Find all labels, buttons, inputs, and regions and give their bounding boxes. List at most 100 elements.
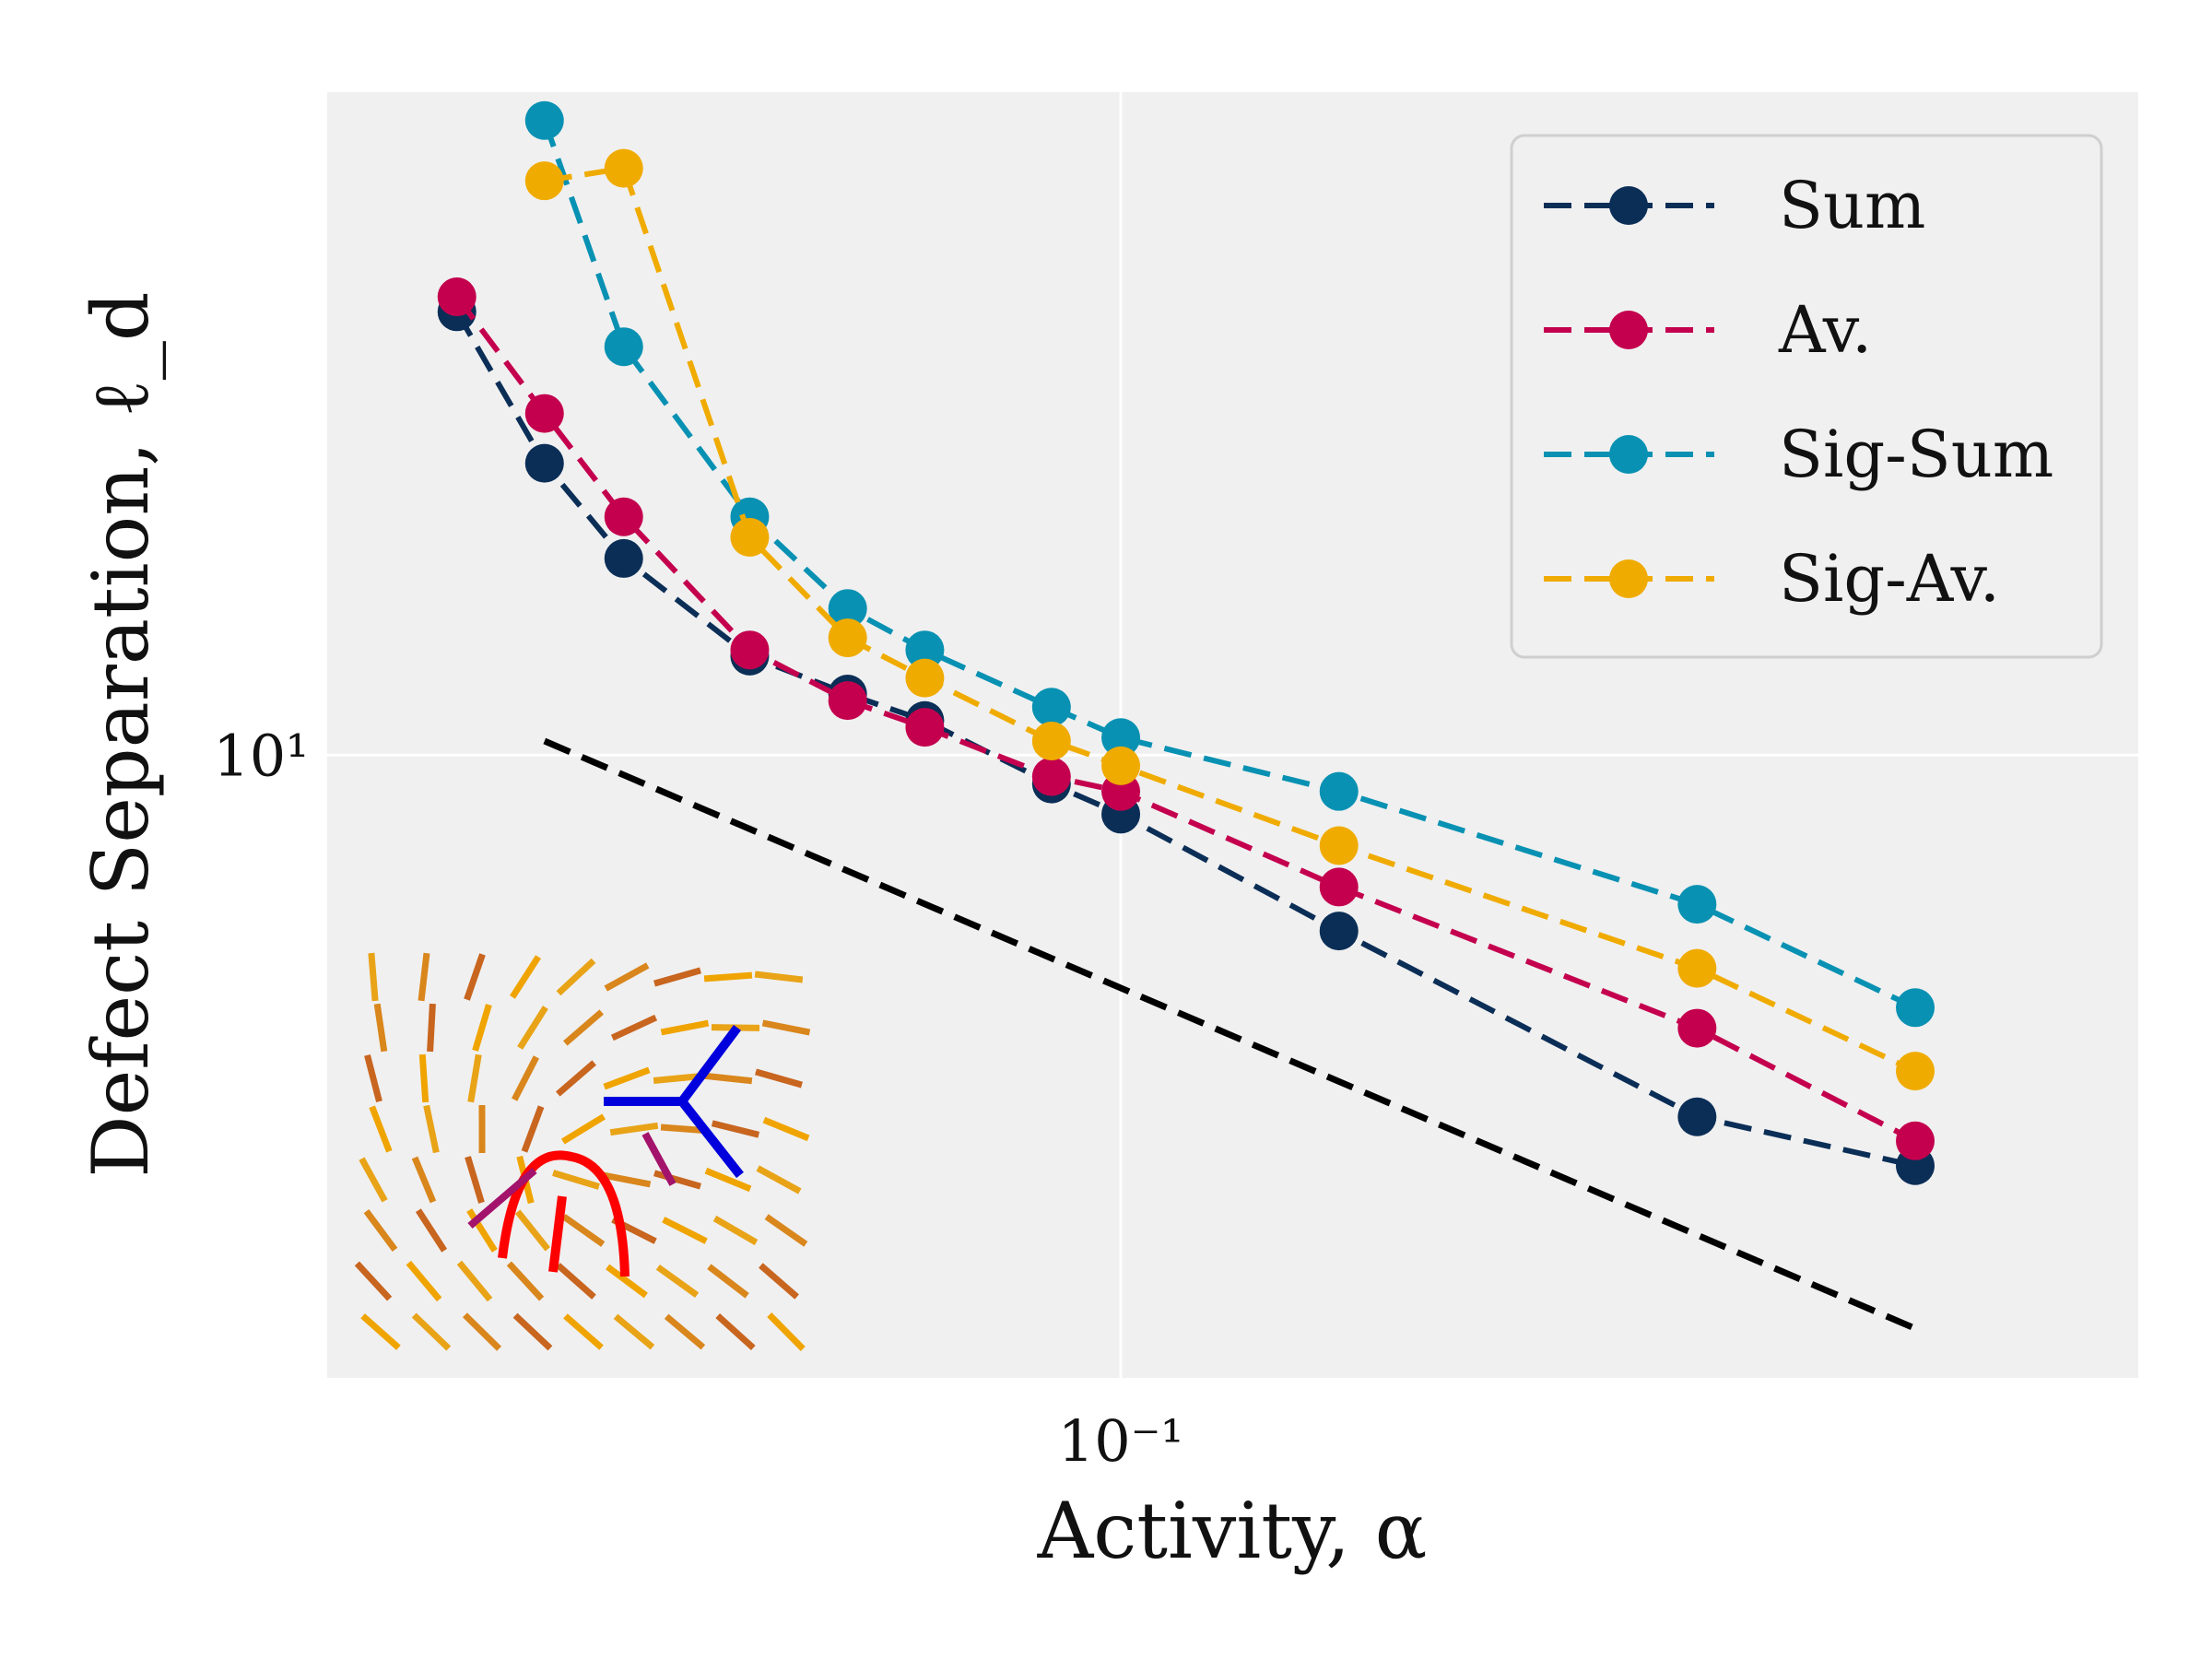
director-segment	[521, 1105, 545, 1153]
data-point	[604, 148, 643, 188]
director-segment	[715, 1312, 756, 1351]
data-point	[905, 630, 945, 670]
data-point	[1031, 757, 1071, 796]
director-segment	[465, 1156, 485, 1204]
director-segment	[411, 1312, 452, 1351]
director-segment	[511, 1055, 540, 1101]
legend-frame	[1510, 134, 2103, 659]
director-segment	[613, 1313, 655, 1350]
plus-half-defect-marker	[498, 1150, 629, 1277]
data-point	[1319, 912, 1359, 951]
director-segment	[506, 1261, 545, 1301]
director-segment	[556, 1060, 596, 1097]
director-segment	[664, 1313, 706, 1350]
director-segment	[552, 1170, 600, 1190]
data-point	[1031, 722, 1071, 761]
director-segment	[660, 1019, 710, 1036]
legend-label: Sig-Sum	[1779, 417, 2053, 492]
director-segment	[756, 1165, 802, 1194]
data-point	[1677, 885, 1717, 924]
director-segment	[462, 1312, 502, 1351]
director-segment	[704, 1167, 752, 1193]
director-segment	[755, 1068, 803, 1088]
director-segment	[703, 971, 753, 982]
legend-label: Sig-Av.	[1779, 541, 2000, 617]
director-segment	[369, 1105, 393, 1153]
director-segment	[560, 1113, 606, 1145]
data-point	[905, 708, 945, 747]
data-point	[828, 681, 867, 721]
director-segment	[363, 1209, 398, 1252]
data-point	[524, 443, 564, 483]
director-segment	[415, 1208, 448, 1253]
data-point	[905, 658, 945, 698]
reference-slope-line	[543, 737, 1917, 1332]
director-segment	[759, 1263, 799, 1300]
data-point	[730, 517, 770, 557]
x-axis-label: Activity, α	[1037, 1486, 1428, 1576]
data-point	[1101, 746, 1141, 785]
director-segment	[641, 1132, 677, 1186]
director-segment	[604, 962, 650, 992]
series-sig-sum	[524, 100, 1936, 1028]
y-tick-label: 10¹	[213, 722, 309, 789]
data-point	[524, 394, 564, 433]
director-segment	[662, 1217, 708, 1244]
director-segment	[653, 1072, 702, 1085]
series-layer	[437, 100, 1936, 1332]
director-segment	[767, 1312, 806, 1351]
data-point	[1101, 718, 1141, 758]
director-segment	[762, 1116, 810, 1142]
director-segment	[509, 955, 542, 999]
director-segment	[373, 1003, 388, 1053]
data-point	[1677, 1008, 1717, 1048]
series-line	[541, 119, 1917, 1011]
data-point	[730, 630, 770, 670]
director-segment	[653, 967, 701, 987]
minus-half-defect-arm	[678, 1025, 741, 1104]
director-segment	[556, 1263, 596, 1300]
data-point	[828, 589, 867, 629]
director-segment	[464, 953, 486, 1001]
director-segment	[563, 1313, 604, 1350]
data-point	[1677, 948, 1717, 988]
data-point	[437, 277, 477, 317]
data-point	[1896, 1121, 1936, 1160]
tick-labels: 10⁻¹ 10¹	[213, 722, 1183, 1475]
defect-inset-image	[354, 952, 811, 1351]
director-segment	[472, 1004, 492, 1052]
director-segment	[653, 1170, 701, 1190]
data-point	[1677, 1097, 1717, 1136]
legend-label: Av.	[1778, 292, 1872, 368]
director-segment	[456, 1260, 493, 1302]
director-segment	[427, 1003, 436, 1053]
series-av	[437, 277, 1936, 1160]
director-segment	[359, 1157, 388, 1203]
director-segment	[512, 1312, 553, 1351]
director-segment	[610, 1014, 658, 1041]
data-point	[1896, 988, 1936, 1028]
y-axis-label: Defect Separation, ℓ_d	[76, 291, 166, 1177]
director-segment	[466, 1208, 498, 1253]
legend-marker	[1609, 186, 1648, 225]
director-segment	[655, 1264, 700, 1299]
plus-half-defect-tail	[548, 1195, 567, 1273]
x-tick-label: 10⁻¹	[1058, 1407, 1183, 1475]
director-segment	[517, 1006, 548, 1050]
director-segment	[561, 1214, 606, 1247]
data-point	[604, 538, 643, 578]
director-segment	[761, 1019, 811, 1036]
director-segment	[606, 1264, 648, 1299]
data-point	[828, 618, 867, 658]
director-segment	[514, 1209, 551, 1252]
director-segment	[360, 1313, 401, 1350]
data-point	[1319, 867, 1359, 907]
data-point	[524, 161, 564, 201]
legend-label: Sum	[1779, 168, 1925, 243]
series-sig-av	[524, 148, 1936, 1091]
data-point	[524, 100, 564, 140]
data-point	[604, 497, 643, 536]
legend: Sum Av. Sig-Sum Sig-Av.	[1510, 134, 2103, 659]
director-segment	[712, 1215, 759, 1246]
